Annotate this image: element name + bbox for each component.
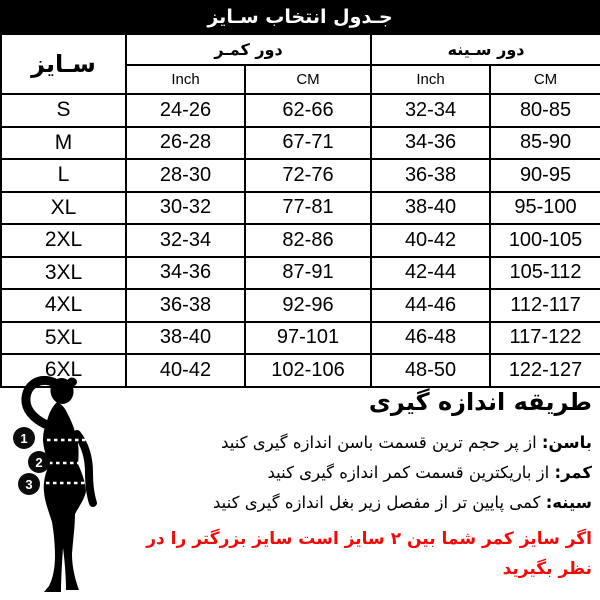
chest-inch-cell: 32-34 bbox=[370, 93, 492, 128]
marker-3-hip: 3 bbox=[18, 473, 40, 495]
chest-inch-cell: 40-42 bbox=[370, 223, 492, 258]
guide-line-waist: کمر: از باریکترین قسمت کمر اندازه گیری ک… bbox=[122, 458, 592, 488]
marker-2-waist: 2 bbox=[28, 451, 50, 473]
chest-cm-cell: 95-100 bbox=[489, 190, 600, 225]
title-bar: جـدول انتخاب سـایز bbox=[0, 0, 600, 33]
waist-inch-header: Inch bbox=[125, 64, 246, 95]
size-table: سـایز دور کمـر دور سـینه Inch CM Inch CM… bbox=[0, 33, 600, 388]
waist-label: کمر: bbox=[554, 463, 592, 482]
female-silhouette bbox=[21, 376, 97, 592]
waist-inch-cell: 40-42 bbox=[125, 353, 246, 388]
chest-cm-cell: 80-85 bbox=[489, 93, 600, 128]
size-cell: 3XL bbox=[0, 255, 127, 290]
size-cell: S bbox=[0, 93, 127, 128]
hips-instruction: از پر حجم ترین قسمت باسن اندازه گیری کنی… bbox=[221, 433, 542, 452]
size-cell: 2XL bbox=[0, 223, 127, 258]
chest-group-header: دور سـینه bbox=[370, 33, 600, 66]
chest-instruction: کمی پایین تر از مفصل زیر بغل اندازه گیری… bbox=[213, 493, 546, 512]
waist-instruction: از باریکترین قسمت کمر اندازه گیری کنید bbox=[267, 463, 555, 482]
waist-inch-cell: 34-36 bbox=[125, 255, 246, 290]
chest-label: سینه: bbox=[545, 493, 592, 512]
waist-cm-cell: 77-81 bbox=[243, 190, 373, 225]
chest-cm-cell: 85-90 bbox=[489, 125, 600, 160]
marker-1-chest: 1 bbox=[13, 427, 35, 449]
measuring-guide: طریقه اندازه گیری باسن: از پر حجم ترین ق… bbox=[122, 388, 592, 584]
waist-cm-cell: 62-66 bbox=[243, 93, 373, 128]
table-row: S 24-26 62-66 32-34 80-85 bbox=[0, 93, 600, 128]
chest-cm-cell: 90-95 bbox=[489, 158, 600, 193]
waist-cm-cell: 102-106 bbox=[243, 353, 373, 388]
chest-inch-cell: 38-40 bbox=[370, 190, 492, 225]
chest-inch-cell: 44-46 bbox=[370, 288, 492, 323]
table-row: M 26-28 67-71 34-36 85-90 bbox=[0, 125, 600, 160]
chest-inch-cell: 36-38 bbox=[370, 158, 492, 193]
waist-inch-cell: 32-34 bbox=[125, 223, 246, 258]
waist-inch-cell: 36-38 bbox=[125, 288, 246, 323]
waist-inch-cell: 30-32 bbox=[125, 190, 246, 225]
guide-heading: طریقه اندازه گیری bbox=[368, 388, 592, 416]
chest-inch-cell: 46-48 bbox=[370, 320, 492, 355]
chest-inch-cell: 42-44 bbox=[370, 255, 492, 290]
warning-text: اگر سایز کمر شما بین ۲ سایز است سایز بزر… bbox=[146, 529, 592, 579]
marker-3-label: 3 bbox=[25, 476, 33, 492]
waist-cm-cell: 92-96 bbox=[243, 288, 373, 323]
group-header-row: سـایز دور کمـر دور سـینه bbox=[0, 33, 600, 95]
page-title: جـدول انتخاب سـایز bbox=[207, 5, 393, 28]
waist-cm-cell: 72-76 bbox=[243, 158, 373, 193]
table-row: 6XL 40-42 102-106 48-50 122-127 bbox=[0, 353, 600, 388]
waist-cm-cell: 87-91 bbox=[243, 255, 373, 290]
table-row: L 28-30 72-76 36-38 90-95 bbox=[0, 158, 600, 193]
waist-inch-cell: 28-30 bbox=[125, 158, 246, 193]
waist-group-header: دور کمـر bbox=[124, 33, 373, 66]
table-row: 3XL 34-36 87-91 42-44 105-112 bbox=[0, 255, 600, 290]
raised-arm bbox=[21, 376, 60, 429]
table-row: 2XL 32-34 82-86 40-42 100-105 bbox=[0, 223, 600, 258]
size-cell: 5XL bbox=[0, 320, 127, 355]
table-row: 4XL 36-38 92-96 44-46 112-117 bbox=[0, 288, 600, 323]
waist-cm-cell: 82-86 bbox=[243, 223, 373, 258]
chest-cm-cell: 112-117 bbox=[489, 288, 600, 323]
table-row: XL 30-32 77-81 38-40 95-100 bbox=[0, 190, 600, 225]
chest-cm-cell: 105-112 bbox=[489, 255, 600, 290]
chest-cm-cell: 100-105 bbox=[489, 223, 600, 258]
marker-1-label: 1 bbox=[20, 430, 28, 446]
body-shape bbox=[43, 402, 86, 592]
hanging-arm bbox=[73, 430, 97, 507]
table-row: 5XL 38-40 97-101 46-48 117-122 bbox=[0, 320, 600, 355]
size-cell: XL bbox=[0, 190, 127, 225]
waist-inch-cell: 38-40 bbox=[125, 320, 246, 355]
size-cell: L bbox=[0, 158, 127, 193]
marker-2-label: 2 bbox=[35, 454, 43, 470]
chest-cm-header: CM bbox=[489, 64, 600, 95]
guide-line-chest: سینه: کمی پایین تر از مفصل زیر بغل انداز… bbox=[122, 488, 592, 518]
chest-cm-cell: 122-127 bbox=[489, 353, 600, 388]
size-column-header: سـایز bbox=[0, 33, 127, 95]
waist-cm-cell: 67-71 bbox=[243, 125, 373, 160]
waist-inch-cell: 26-28 bbox=[125, 125, 246, 160]
waist-cm-header: CM bbox=[243, 64, 373, 95]
unit-header-row: Inch CM Inch CM bbox=[1, 64, 600, 95]
waist-inch-cell: 24-26 bbox=[125, 93, 246, 128]
size-cell: M bbox=[0, 125, 127, 160]
chest-inch-cell: 48-50 bbox=[370, 353, 492, 388]
hips-label: باسن: bbox=[541, 433, 592, 452]
chest-inch-header: Inch bbox=[370, 64, 492, 95]
chest-cm-cell: 117-122 bbox=[489, 320, 600, 355]
size-cell: 4XL bbox=[0, 288, 127, 323]
guide-line-hips: باسن: از پر حجم ترین قسمت باسن اندازه گی… bbox=[122, 428, 592, 458]
chest-inch-cell: 34-36 bbox=[370, 125, 492, 160]
waist-cm-cell: 97-101 bbox=[243, 320, 373, 355]
